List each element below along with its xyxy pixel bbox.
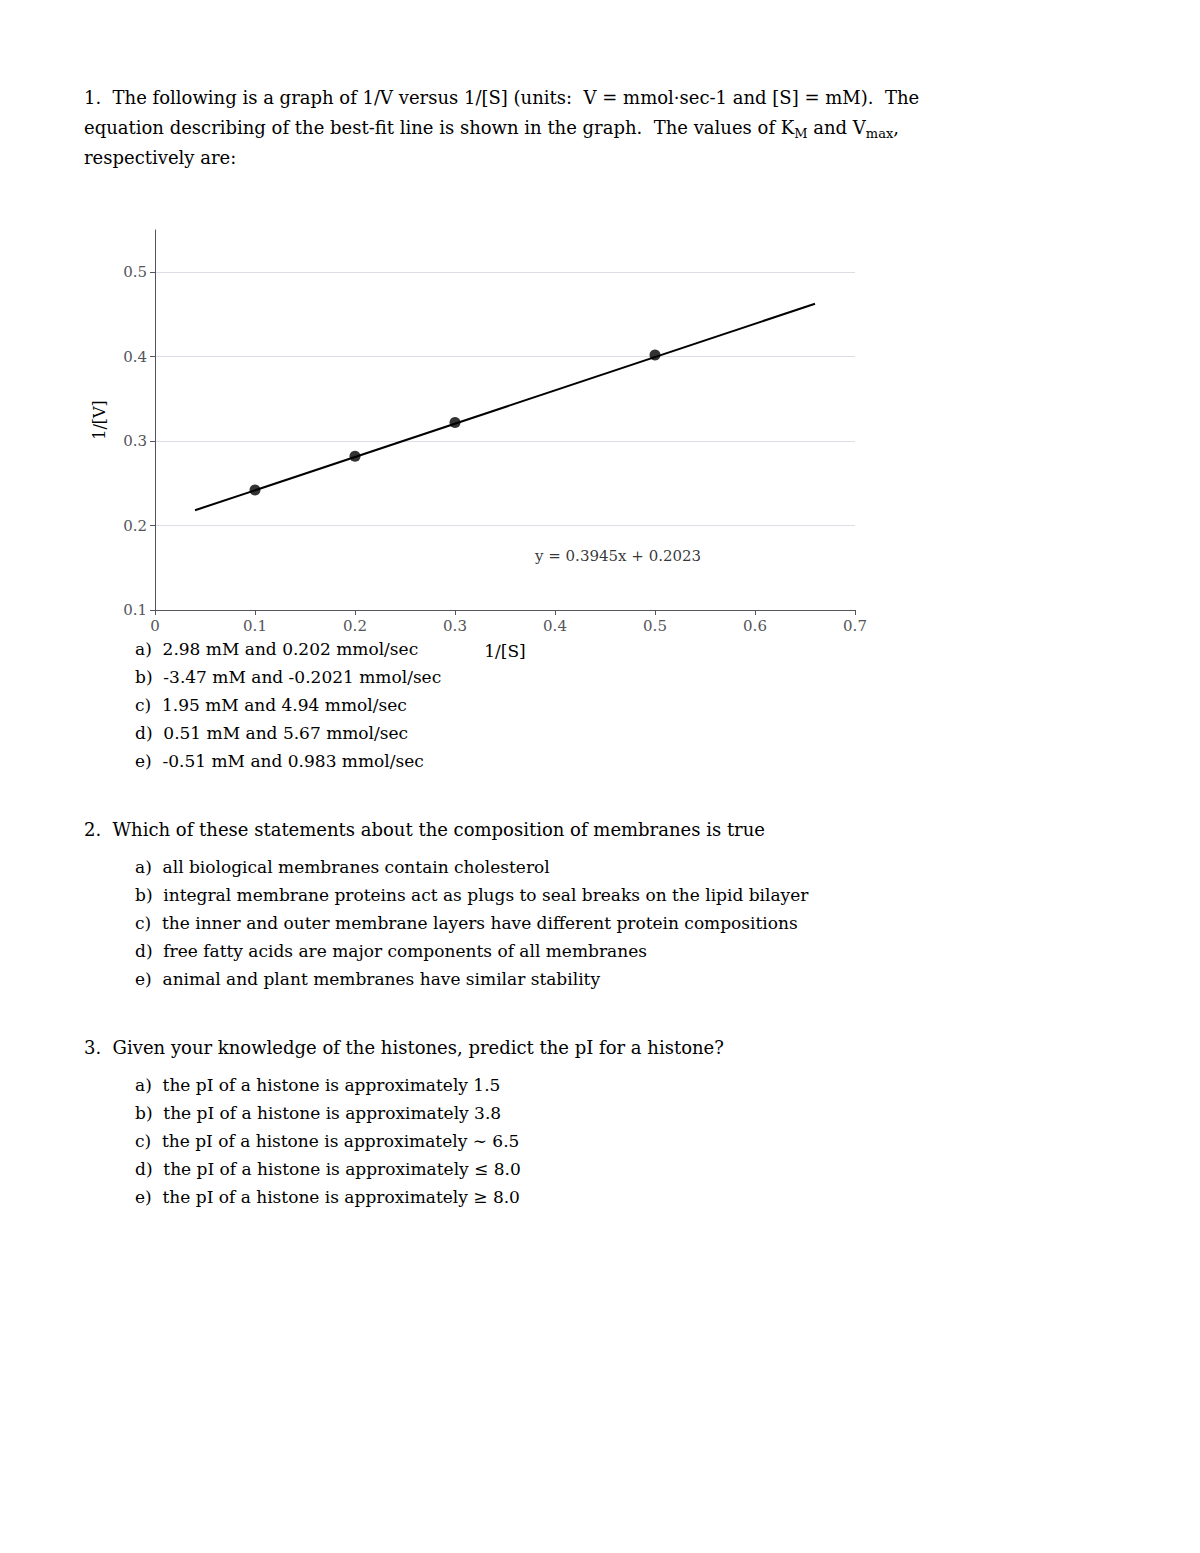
svg-text:b) the pI of a histone is app: b) the pI of a histone is approximately …	[135, 1103, 501, 1123]
svg-text:0.6: 0.6	[743, 617, 767, 635]
svg-text:d) the pI of a histone is app: d) the pI of a histone is approximately …	[135, 1159, 521, 1179]
svg-text:a) the pI of a histone is app: a) the pI of a histone is approximately …	[135, 1075, 500, 1095]
svg-text:M: M	[794, 126, 807, 141]
svg-text:c) the inner and outer membra: c) the inner and outer membrane layers h…	[135, 913, 798, 933]
svg-text:1/[V]: 1/[V]	[90, 400, 109, 440]
svg-text:0.1: 0.1	[123, 601, 147, 619]
svg-text:3. Given your knowledge of th: 3. Given your knowledge of the histones,…	[84, 1037, 724, 1058]
svg-text:b) -3.47 mM and -0.2021 mmol/: b) -3.47 mM and -0.2021 mmol/sec	[135, 667, 441, 687]
svg-text:d) free fatty acids are major: d) free fatty acids are major components…	[135, 941, 647, 961]
svg-text:e) animal and plant membranes: e) animal and plant membranes have simil…	[135, 969, 600, 989]
svg-text:0.2: 0.2	[343, 617, 367, 635]
svg-text:e) the pI of a histone is app: e) the pI of a histone is approximately …	[135, 1187, 520, 1207]
svg-text:max: max	[866, 126, 894, 141]
svg-text:0.4: 0.4	[123, 348, 147, 366]
svg-text:c) 1.95 mM and 4.94 mmol/sec: c) 1.95 mM and 4.94 mmol/sec	[135, 695, 407, 715]
svg-text:c) the pI of a histone is app: c) the pI of a histone is approximately …	[135, 1131, 519, 1151]
svg-text:a) 2.98 mM and 0.202 mmol/sec: a) 2.98 mM and 0.202 mmol/sec	[135, 639, 418, 659]
svg-text:1. The following is a graph o: 1. The following is a graph of 1/V versu…	[84, 87, 919, 108]
svg-text:respectively are:: respectively are:	[84, 147, 236, 168]
svg-text:2. Which of these statements: 2. Which of these statements about the c…	[84, 819, 765, 840]
svg-text:1/[S]: 1/[S]	[484, 641, 525, 661]
svg-text:equation describing of the bes: equation describing of the best-fit line…	[84, 117, 795, 138]
svg-text:d) 0.51 mM and 5.67 mmol/sec: d) 0.51 mM and 5.67 mmol/sec	[135, 723, 408, 743]
svg-text:e) -0.51 mM and 0.983 mmol/se: e) -0.51 mM and 0.983 mmol/sec	[135, 751, 424, 771]
svg-text:,: ,	[893, 117, 899, 138]
svg-text:0: 0	[150, 617, 160, 635]
svg-text:0.5: 0.5	[123, 263, 147, 281]
svg-text:y = 0.3945x + 0.2023: y = 0.3945x + 0.2023	[534, 547, 701, 565]
svg-text:b) integral membrane proteins: b) integral membrane proteins act as plu…	[135, 885, 809, 905]
svg-text:0.3: 0.3	[123, 432, 147, 450]
svg-text:and V: and V	[808, 117, 867, 138]
svg-text:0.1: 0.1	[243, 617, 267, 635]
svg-text:0.7: 0.7	[843, 617, 867, 635]
svg-text:0.2: 0.2	[123, 517, 147, 535]
svg-text:0.4: 0.4	[543, 617, 567, 635]
svg-text:0.5: 0.5	[643, 617, 667, 635]
svg-text:0.3: 0.3	[443, 617, 467, 635]
svg-text:a) all biological membranes c: a) all biological membranes contain chol…	[135, 857, 550, 877]
